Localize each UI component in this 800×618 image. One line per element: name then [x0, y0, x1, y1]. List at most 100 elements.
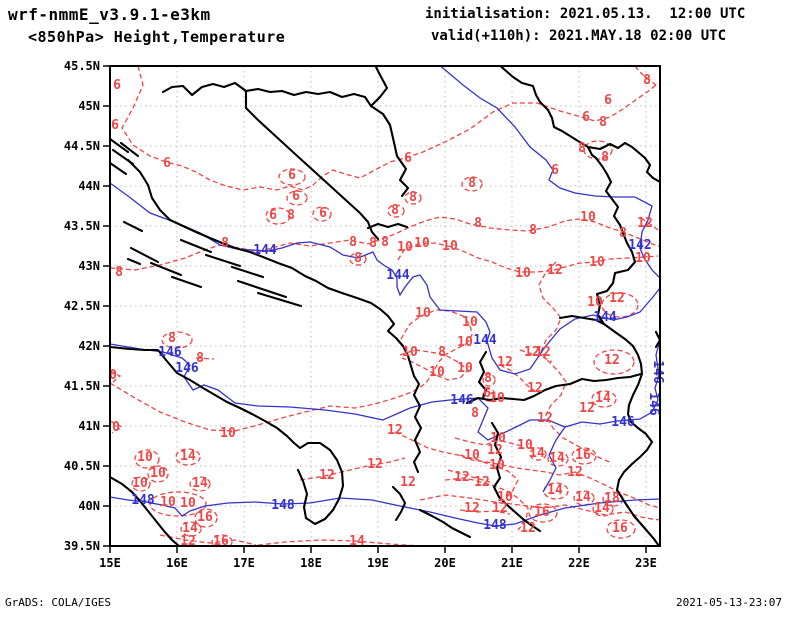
temperature-contour-label: 8 — [196, 351, 204, 366]
temperature-contour-label: 16 — [612, 521, 628, 536]
temperature-contour-label: 10 — [457, 361, 473, 376]
temperature-contour-label: 0 — [109, 368, 117, 383]
temperature-contour-label: 8 — [471, 406, 479, 421]
temperature-contour-label: 6 — [404, 151, 412, 166]
temperature-contour-label: 8 — [468, 176, 476, 191]
temperature-contour-label: 8 — [643, 73, 651, 88]
temperature-contour-label: 8 — [474, 216, 482, 231]
lon-tick-label: 23E — [635, 556, 657, 570]
lat-tick-label: 43.5N — [64, 219, 100, 233]
temperature-contour-label: 8 — [381, 235, 389, 250]
temperature-contour-label: 10 — [589, 255, 605, 270]
lon-tick-label: 15E — [99, 556, 121, 570]
height-contour-label: 144 — [473, 333, 497, 348]
temperature-contour-label: 12 — [487, 443, 503, 458]
temperature-contour-label: 12 — [497, 355, 513, 370]
temperature-contour-label: 12 — [464, 501, 480, 516]
lat-tick-label: 44.5N — [64, 139, 100, 153]
height-contour-label: 148 — [271, 498, 295, 513]
height-contour-label: 144 — [386, 268, 410, 283]
temperature-contour-label: 8 — [221, 236, 229, 251]
temperature-contour-label: 6 — [582, 110, 590, 125]
height-contour-label: 146 — [611, 415, 635, 430]
temperature-contour-label: 16 — [575, 448, 591, 463]
temperature-contour-label: 8 — [578, 141, 586, 156]
temperature-contour-label: 14 — [575, 490, 591, 505]
field-title: <850hPa> Height,Temperature — [28, 28, 286, 46]
lat-tick-label: 44N — [78, 179, 100, 193]
temperature-contour-label: 10 — [137, 450, 153, 465]
lon-tick-label: 22E — [568, 556, 590, 570]
height-contour-label: 144 — [593, 310, 617, 325]
temperature-contour-label: 10 — [442, 239, 458, 254]
temperature-contour-label: 10 — [490, 431, 506, 446]
temperature-contour-label: 12 — [367, 457, 383, 472]
temperature-contour-label: 8 — [287, 208, 295, 223]
temperature-contour-label: 12 — [387, 423, 403, 438]
temperature-contour-label: 6 — [163, 156, 171, 171]
temperature-contour-label: 6 — [292, 189, 300, 204]
height-contour-label: 146 — [646, 392, 661, 416]
height-contour-label: 146 — [175, 361, 199, 376]
temperature-contour-label: 10 — [220, 426, 236, 441]
height-contour-label: 144 — [253, 243, 277, 258]
height-contour-label: 148 — [483, 518, 507, 533]
temperature-contour-label: 14 — [192, 476, 208, 491]
temperature-contour-label: 8 — [484, 371, 492, 386]
lat-tick-label: 41N — [78, 419, 100, 433]
temperature-contour-label: 12 — [547, 263, 563, 278]
temperature-contour-label: 8 — [168, 331, 176, 346]
temperature-contour-label: 10 — [402, 345, 418, 360]
lat-tick-label: 40N — [78, 499, 100, 513]
temperature-contour-label: 10 — [587, 295, 603, 310]
temperature-contour-label: 12 — [609, 291, 625, 306]
temperature-contour-label: 14 — [594, 501, 610, 516]
temperature-contour-label: 10 — [517, 438, 533, 453]
temperature-contour-label: 8 — [409, 190, 417, 205]
temperature-contour-label: 14 — [549, 451, 565, 466]
temperature-contour-label: 6 — [483, 386, 491, 401]
temperature-contour-label: 12 — [535, 345, 551, 360]
temperature-contour-label: 8 — [391, 203, 399, 218]
temperature-contour-label: 12 — [400, 475, 416, 490]
temperature-contour-label: 12 — [537, 411, 553, 426]
temperature-contour-label: 12 — [454, 470, 470, 485]
height-contour-label: 146 — [650, 360, 665, 384]
temperature-contour-label: 14 — [182, 521, 198, 536]
temperature-contour-label: 8 — [599, 115, 607, 130]
temperature-contour-label: 8 — [601, 150, 609, 165]
temperature-contour-label: 14 — [180, 449, 196, 464]
temperature-contour-label: 12 — [527, 381, 543, 396]
lat-tick-label: 39.5N — [64, 539, 100, 553]
temperature-contour-label: 8 — [438, 345, 446, 360]
creation-timestamp: 2021-05-13-23:07 — [676, 596, 782, 609]
temperature-contour-label: 10 — [464, 448, 480, 463]
temperature-contour-label: 8 — [115, 265, 123, 280]
lat-tick-label: 43N — [78, 259, 100, 273]
temperature-contour-label: 16 — [534, 505, 550, 520]
temperature-contour-label: 10 — [415, 306, 431, 321]
valid-time-label: valid(+110h): 2021.MAY.18 02:00 UTC — [431, 28, 727, 44]
temperature-contour-label: 18 — [604, 491, 620, 506]
temperature-contour-label: 6 — [269, 208, 277, 223]
temperature-contour-label: 12 — [637, 216, 653, 231]
coastlines-borders — [110, 66, 660, 546]
temperature-contour-label: 6 — [604, 93, 612, 108]
grads-credit: GrADS: COLA/IGES — [5, 596, 111, 609]
temperature-contour-label: 10 — [515, 266, 531, 281]
init-time-label: initialisation: 2021.05.13. 12:00 UTC — [425, 6, 746, 22]
temperature-contour-label: 12 — [567, 465, 583, 480]
height-contour-label: 146 — [158, 345, 182, 360]
temperature-contour-label: 10 — [414, 236, 430, 251]
height-contour-label: 148 — [131, 493, 155, 508]
temperature-contour-label: 8 — [349, 235, 357, 250]
temperature-contour-label: 8 — [529, 223, 537, 238]
temperature-contour-label: 16 — [197, 510, 213, 525]
temperature-contour-label: 10 — [180, 496, 196, 511]
temperature-contour-label: 0 — [112, 420, 120, 435]
height-contour-label: 142 — [628, 238, 651, 253]
lat-tick-label: 40.5N — [64, 459, 100, 473]
temperature-contour-label: 8 — [354, 251, 362, 266]
